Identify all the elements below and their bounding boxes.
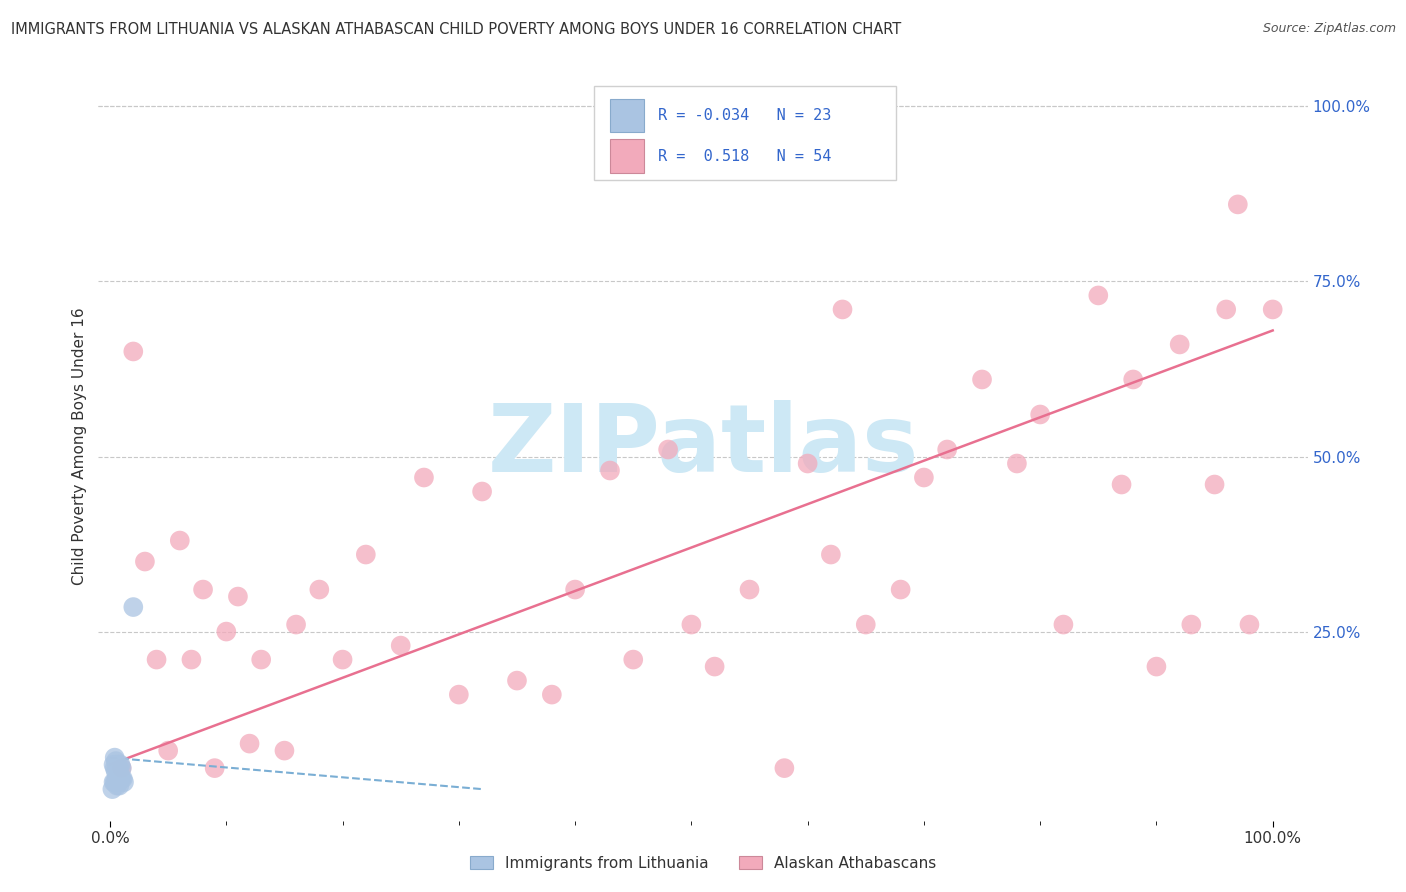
FancyBboxPatch shape bbox=[610, 139, 644, 173]
Point bbox=[112, 775, 135, 789]
Point bbox=[122, 344, 145, 359]
Point bbox=[738, 582, 761, 597]
Point bbox=[104, 754, 127, 768]
Point bbox=[111, 761, 134, 775]
Point bbox=[1144, 659, 1167, 673]
Point bbox=[104, 750, 127, 764]
Point bbox=[332, 652, 354, 666]
Point bbox=[104, 761, 127, 775]
FancyBboxPatch shape bbox=[610, 99, 644, 132]
Point bbox=[111, 772, 134, 786]
Point bbox=[191, 582, 214, 597]
Point bbox=[103, 757, 125, 772]
Point bbox=[703, 659, 725, 673]
Point bbox=[1215, 302, 1237, 317]
Point bbox=[103, 775, 125, 789]
Point bbox=[134, 555, 156, 569]
FancyBboxPatch shape bbox=[595, 87, 897, 180]
Text: IMMIGRANTS FROM LITHUANIA VS ALASKAN ATHABASCAN CHILD POVERTY AMONG BOYS UNDER 1: IMMIGRANTS FROM LITHUANIA VS ALASKAN ATH… bbox=[11, 22, 901, 37]
Point bbox=[180, 652, 202, 666]
Legend: Immigrants from Lithuania, Alaskan Athabascans: Immigrants from Lithuania, Alaskan Athab… bbox=[464, 849, 942, 877]
Point bbox=[107, 775, 129, 789]
Point bbox=[1261, 302, 1284, 317]
Point bbox=[105, 757, 128, 772]
Point bbox=[1180, 617, 1202, 632]
Point bbox=[108, 761, 131, 775]
Point bbox=[354, 548, 377, 562]
Point bbox=[204, 761, 226, 775]
Point bbox=[912, 470, 935, 484]
Point bbox=[471, 484, 494, 499]
Point bbox=[1005, 457, 1028, 471]
Point bbox=[110, 772, 132, 786]
Point bbox=[157, 743, 180, 757]
Point bbox=[773, 761, 796, 775]
Point bbox=[1087, 288, 1109, 302]
Text: R = -0.034   N = 23: R = -0.034 N = 23 bbox=[658, 108, 831, 123]
Text: Source: ZipAtlas.com: Source: ZipAtlas.com bbox=[1263, 22, 1396, 36]
Point bbox=[1239, 617, 1261, 632]
Point bbox=[681, 617, 703, 632]
Point bbox=[107, 761, 129, 775]
Point bbox=[389, 639, 412, 653]
Point bbox=[970, 372, 993, 386]
Point bbox=[413, 470, 436, 484]
Point bbox=[621, 652, 644, 666]
Point bbox=[657, 442, 679, 457]
Point bbox=[101, 782, 124, 797]
Point bbox=[599, 463, 621, 477]
Point bbox=[250, 652, 273, 666]
Point bbox=[1029, 408, 1052, 422]
Point bbox=[936, 442, 959, 457]
Point bbox=[122, 600, 145, 615]
Point bbox=[1204, 477, 1226, 491]
Point bbox=[1226, 197, 1249, 211]
Point bbox=[308, 582, 330, 597]
Text: R =  0.518   N = 54: R = 0.518 N = 54 bbox=[658, 149, 831, 163]
Point bbox=[239, 737, 262, 751]
Point bbox=[831, 302, 853, 317]
Point bbox=[1111, 477, 1133, 491]
Point bbox=[796, 457, 818, 471]
Point bbox=[540, 688, 562, 702]
Point bbox=[111, 772, 134, 786]
Point bbox=[890, 582, 912, 597]
Point bbox=[104, 775, 127, 789]
Point bbox=[215, 624, 238, 639]
Point bbox=[564, 582, 586, 597]
Point bbox=[104, 764, 127, 779]
Point bbox=[1052, 617, 1074, 632]
Point bbox=[110, 757, 132, 772]
Point bbox=[111, 761, 134, 775]
Point bbox=[506, 673, 529, 688]
Point bbox=[104, 775, 127, 789]
Point bbox=[169, 533, 191, 548]
Point bbox=[820, 548, 842, 562]
Point bbox=[273, 743, 295, 757]
Point bbox=[855, 617, 877, 632]
Point bbox=[1168, 337, 1191, 351]
Point bbox=[226, 590, 249, 604]
Point bbox=[285, 617, 308, 632]
Text: ZIPatlas: ZIPatlas bbox=[488, 400, 918, 492]
Point bbox=[1122, 372, 1144, 386]
Y-axis label: Child Poverty Among Boys Under 16: Child Poverty Among Boys Under 16 bbox=[72, 307, 87, 585]
Point bbox=[145, 652, 167, 666]
Point bbox=[108, 779, 131, 793]
Point bbox=[447, 688, 470, 702]
Point bbox=[105, 772, 128, 786]
Point bbox=[105, 779, 128, 793]
